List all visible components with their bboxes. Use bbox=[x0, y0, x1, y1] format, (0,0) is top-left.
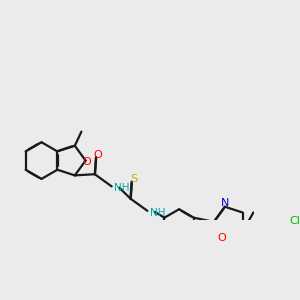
Text: O: O bbox=[218, 233, 226, 243]
Text: S: S bbox=[130, 174, 137, 184]
Text: NH: NH bbox=[150, 208, 165, 218]
Text: Cl: Cl bbox=[289, 216, 300, 226]
Text: O: O bbox=[82, 157, 91, 167]
Text: O: O bbox=[94, 150, 102, 160]
Text: N: N bbox=[221, 198, 230, 208]
Text: NH: NH bbox=[114, 183, 130, 193]
